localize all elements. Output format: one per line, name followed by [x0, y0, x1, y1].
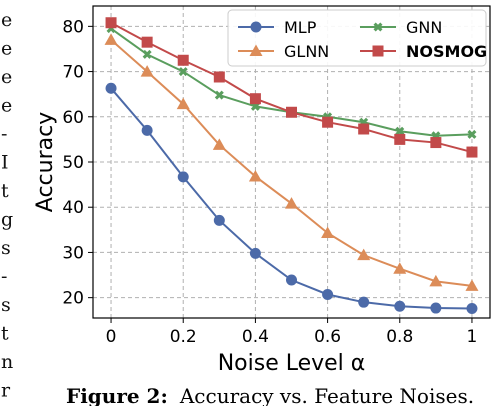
legend-marker — [249, 44, 263, 56]
data-point-gnn — [395, 126, 405, 136]
data-point-gnn — [214, 90, 224, 100]
data-point-mlp — [141, 124, 153, 136]
data-point-mlp — [213, 214, 225, 226]
series-mlp — [105, 82, 478, 315]
legend-label: GNN — [406, 18, 442, 37]
legend-marker — [372, 45, 384, 57]
data-point-mlp — [105, 82, 117, 94]
data-point-mlp — [430, 302, 442, 314]
x-tick-label: 0.8 — [386, 327, 413, 347]
data-point-mlp — [249, 247, 261, 259]
data-point-nosmog — [177, 54, 189, 66]
data-point-nosmog — [286, 106, 297, 118]
x-tick-label: 1 — [467, 327, 478, 347]
side-text-fragment: g — [1, 209, 13, 231]
figure-caption: Figure 2: Accuracy vs. Feature Noises. — [66, 384, 474, 406]
data-point-mlp — [177, 171, 189, 183]
legend: MLP GNN GLNN NOSMOG — [227, 9, 487, 67]
x-tick-label: 0.6 — [314, 327, 341, 347]
y-tick-label: 80 — [62, 17, 84, 37]
data-point-gnn — [142, 49, 152, 59]
data-point-glnn — [140, 65, 154, 77]
side-text-fragment: r — [1, 380, 11, 402]
side-text-fragment: s — [1, 294, 11, 316]
y-tick-label: 50 — [62, 153, 84, 173]
series-glnn — [104, 33, 479, 291]
y-tick-label: 40 — [62, 198, 84, 218]
data-point-mlp — [358, 296, 370, 308]
data-point-glnn — [357, 248, 371, 261]
series-nosmog — [105, 17, 478, 158]
data-point-mlp — [394, 300, 406, 312]
legend-item-mlp: MLP — [238, 18, 317, 37]
axis-ticks: 0 0.2 0.4 0.6 0.8 1 20 30 40 50 60 70 80 — [62, 17, 477, 347]
data-point-nosmog — [105, 17, 117, 29]
data-point-gnn — [467, 129, 477, 139]
side-text-fragment: I — [1, 152, 9, 174]
x-tick-label: 0.2 — [170, 327, 197, 347]
x-tick-label: 0.4 — [242, 327, 269, 347]
data-point-nosmog — [358, 123, 370, 135]
legend-box — [227, 9, 487, 67]
side-text-fragment: s — [1, 237, 11, 259]
data-point-nosmog — [394, 133, 406, 145]
data-point-mlp — [466, 303, 478, 315]
data-point-nosmog — [249, 93, 261, 105]
data-point-glnn — [465, 279, 479, 291]
y-axis-title: Accuracy — [33, 112, 58, 212]
data-point-glnn — [176, 97, 190, 110]
side-text-fragment: e — [1, 9, 12, 31]
data-point-glnn — [393, 262, 407, 274]
data-point-glnn — [212, 138, 226, 150]
data-point-nosmog — [141, 36, 153, 48]
data-point-glnn — [321, 226, 335, 238]
legend-label: NOSMOG — [406, 42, 487, 61]
side-text-fragment: e — [1, 95, 12, 117]
x-tick-label: 0 — [106, 327, 117, 347]
data-point-glnn — [104, 33, 118, 45]
y-tick-label: 70 — [62, 63, 84, 83]
side-text-fragment: t — [1, 180, 9, 202]
x-axis-title: Noise Level α — [218, 351, 366, 376]
data-point-nosmog — [322, 116, 334, 128]
series-layer — [104, 17, 479, 315]
data-point-glnn — [248, 169, 262, 182]
data-point-glnn — [429, 274, 443, 287]
y-tick-label: 30 — [62, 243, 84, 263]
side-text-fragment: e — [1, 38, 12, 60]
side-text-fragment: - — [1, 266, 7, 288]
y-tick-label: 20 — [62, 289, 84, 309]
legend-item-gnn: GNN — [360, 18, 442, 37]
data-point-nosmog — [430, 137, 442, 149]
data-point-nosmog — [466, 146, 478, 158]
side-text-fragment: e — [1, 66, 12, 88]
legend-item-nosmog: NOSMOG — [360, 42, 487, 61]
data-point-mlp — [322, 288, 334, 300]
data-point-glnn — [285, 197, 298, 209]
data-point-mlp — [286, 274, 297, 286]
legend-marker — [250, 21, 262, 33]
caption-label: Figure 2: — [66, 384, 168, 406]
side-text-fragment: t — [1, 323, 9, 345]
legend-label: GLNN — [284, 42, 329, 61]
side-text-fragment: - — [1, 123, 7, 145]
data-point-gnn — [178, 67, 188, 77]
legend-marker — [373, 22, 383, 32]
data-point-nosmog — [213, 71, 225, 83]
legend-item-glnn: GLNN — [238, 42, 329, 61]
y-tick-label: 60 — [62, 108, 84, 128]
series-line-glnn — [110, 39, 473, 287]
caption-text: Accuracy vs. Feature Noises. — [179, 384, 474, 406]
legend-label: MLP — [284, 18, 317, 37]
side-text-fragment: n — [1, 351, 13, 373]
